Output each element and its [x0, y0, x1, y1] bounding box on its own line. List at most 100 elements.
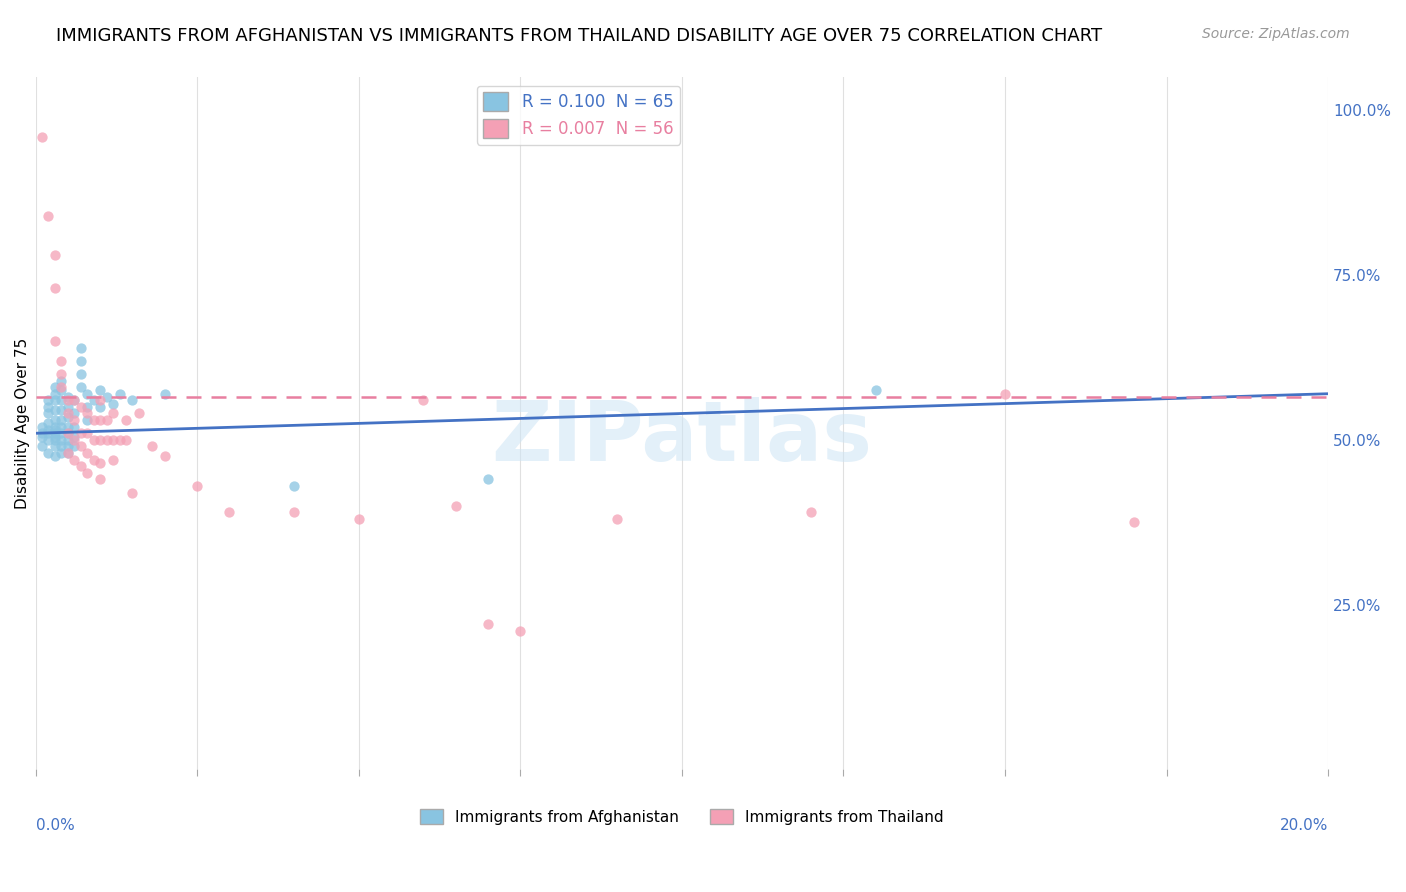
Point	[283, 505, 305, 519]
Point	[44, 281, 66, 295]
Point	[44, 450, 66, 464]
Y-axis label: Disability Age Over 75: Disability Age Over 75	[15, 338, 30, 509]
Point	[56, 390, 79, 404]
Point	[37, 393, 59, 408]
Point	[51, 419, 73, 434]
Point	[51, 433, 73, 447]
Point	[44, 419, 66, 434]
Point	[101, 396, 124, 410]
Point	[101, 433, 124, 447]
Point	[63, 429, 86, 443]
Point	[51, 384, 73, 398]
Text: 0.0%: 0.0%	[35, 818, 75, 833]
Point	[141, 439, 163, 453]
Point	[800, 505, 823, 519]
Point	[63, 439, 86, 453]
Point	[153, 386, 176, 401]
Point	[186, 479, 208, 493]
Point	[218, 505, 240, 519]
Point	[63, 393, 86, 408]
Point	[63, 452, 86, 467]
Point	[56, 407, 79, 421]
Point	[44, 248, 66, 262]
Point	[63, 433, 86, 447]
Point	[51, 393, 73, 408]
Point	[37, 400, 59, 414]
Point	[128, 407, 150, 421]
Point	[108, 386, 131, 401]
Point	[56, 446, 79, 460]
Point	[37, 426, 59, 441]
Point	[44, 426, 66, 441]
Point	[51, 380, 73, 394]
Point	[51, 426, 73, 441]
Point	[96, 413, 118, 427]
Point	[444, 499, 467, 513]
Point	[83, 433, 105, 447]
Point	[153, 450, 176, 464]
Point	[89, 393, 111, 408]
Point	[44, 386, 66, 401]
Point	[76, 466, 98, 480]
Text: ZIPatlas: ZIPatlas	[491, 397, 872, 478]
Point	[101, 452, 124, 467]
Point	[51, 413, 73, 427]
Point	[44, 423, 66, 437]
Point	[477, 617, 499, 632]
Point	[347, 512, 370, 526]
Point	[83, 452, 105, 467]
Point	[56, 446, 79, 460]
Point	[412, 393, 434, 408]
Point	[31, 426, 53, 441]
Point	[76, 407, 98, 421]
Point	[69, 426, 91, 441]
Point	[63, 419, 86, 434]
Point	[76, 400, 98, 414]
Point	[63, 393, 86, 408]
Point	[108, 433, 131, 447]
Point	[44, 439, 66, 453]
Point	[115, 433, 138, 447]
Point	[1123, 515, 1146, 529]
Point	[44, 433, 66, 447]
Point	[51, 367, 73, 381]
Point	[89, 433, 111, 447]
Point	[69, 459, 91, 474]
Point	[994, 386, 1017, 401]
Point	[477, 472, 499, 486]
Point	[44, 429, 66, 443]
Point	[44, 413, 66, 427]
Point	[31, 439, 53, 453]
Point	[51, 353, 73, 368]
Point	[96, 433, 118, 447]
Point	[76, 426, 98, 441]
Point	[56, 439, 79, 453]
Point	[56, 426, 79, 441]
Point	[56, 409, 79, 424]
Point	[56, 393, 79, 408]
Point	[865, 384, 887, 398]
Point	[89, 472, 111, 486]
Point	[76, 413, 98, 427]
Point	[76, 386, 98, 401]
Point	[37, 417, 59, 431]
Point	[44, 334, 66, 348]
Point	[37, 407, 59, 421]
Point	[44, 403, 66, 417]
Point	[83, 413, 105, 427]
Point	[89, 400, 111, 414]
Point	[56, 419, 79, 434]
Point	[69, 341, 91, 355]
Point	[31, 429, 53, 443]
Point	[51, 374, 73, 388]
Point	[37, 433, 59, 447]
Point	[509, 624, 531, 638]
Point	[37, 209, 59, 223]
Point	[44, 393, 66, 408]
Point	[44, 380, 66, 394]
Point	[69, 353, 91, 368]
Point	[51, 446, 73, 460]
Text: IMMIGRANTS FROM AFGHANISTAN VS IMMIGRANTS FROM THAILAND DISABILITY AGE OVER 75 C: IMMIGRANTS FROM AFGHANISTAN VS IMMIGRANT…	[56, 27, 1102, 45]
Point	[69, 367, 91, 381]
Point	[76, 446, 98, 460]
